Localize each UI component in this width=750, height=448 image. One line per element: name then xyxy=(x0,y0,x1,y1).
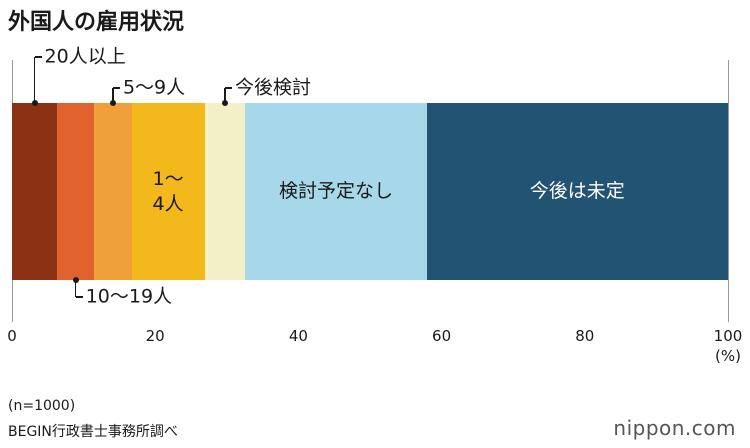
bar-segment: 検討予定なし xyxy=(245,103,427,280)
x-tick-label: 60 xyxy=(432,327,452,345)
x-unit: (%) xyxy=(715,347,741,365)
note: BEGIN行政書士事務所調べ xyxy=(8,424,178,440)
segment-label: 検討予定なし xyxy=(278,180,393,203)
bar-segment xyxy=(12,103,58,280)
bar-segment: 1〜 4人 xyxy=(131,103,205,280)
segment-label: 1〜 4人 xyxy=(152,167,184,215)
leader-dot xyxy=(109,100,116,106)
leader-line xyxy=(224,88,226,103)
bar-segment xyxy=(204,103,246,280)
leader-line xyxy=(74,280,77,297)
bar-segment xyxy=(57,103,95,280)
x-tick-label: 0 xyxy=(7,327,17,345)
segment-label: 今後検討 xyxy=(235,76,312,99)
axis-line xyxy=(727,60,729,322)
segment-label: 10〜19人 xyxy=(85,285,173,308)
bar-segment xyxy=(94,103,132,280)
leader-line xyxy=(75,296,83,298)
leader-line xyxy=(112,87,120,89)
segment-label: 今後は未定 xyxy=(529,180,625,203)
logo: nippon.com xyxy=(613,416,736,440)
x-tick-label: 40 xyxy=(288,327,308,345)
leader-line xyxy=(34,56,42,58)
x-tick-label: 80 xyxy=(575,327,595,345)
leader-line xyxy=(33,57,36,103)
bar-segment: 今後は未定 xyxy=(426,103,728,280)
leader-dot xyxy=(31,100,38,106)
leader-line xyxy=(112,88,114,103)
segment-label: 5〜9人 xyxy=(122,76,186,99)
segment-label: 20人以上 xyxy=(44,45,126,68)
x-tick-label: 20 xyxy=(145,327,165,345)
leader-dot xyxy=(222,100,228,106)
chart-title: 外国人の雇用状況 xyxy=(8,10,185,35)
x-tick-label: 100 xyxy=(713,327,743,345)
leader-line xyxy=(225,87,232,89)
note: (n=1000) xyxy=(8,398,76,414)
